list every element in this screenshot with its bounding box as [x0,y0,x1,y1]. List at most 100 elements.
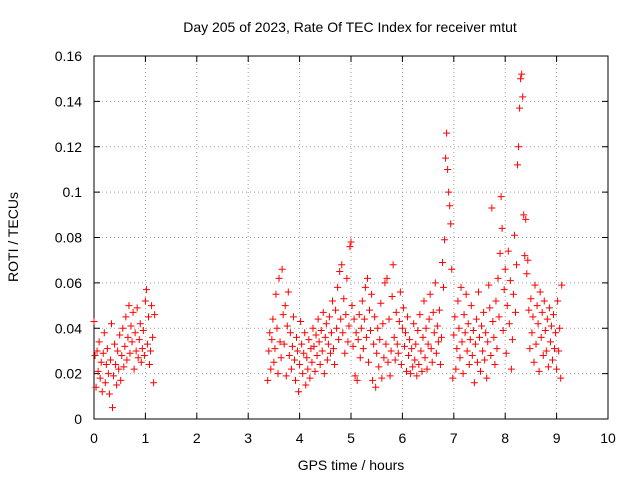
data-point [520,211,528,219]
data-point [274,370,282,378]
data-point [485,281,493,289]
data-point [369,376,377,384]
data-point [284,288,292,296]
data-point [478,322,486,330]
data-point [429,308,437,316]
data-point [443,129,451,137]
data-point [465,361,473,369]
data-point [550,311,558,319]
data-point [438,258,446,266]
data-point [524,256,532,264]
data-point [504,247,512,255]
data-point [349,342,357,350]
data-point [361,283,369,291]
data-point [396,288,404,296]
y-tick-label: 0.04 [55,320,82,336]
data-point [374,324,382,332]
data-point [507,365,515,373]
data-point [519,93,527,101]
data-point [325,313,333,321]
y-tick-label: 0.08 [55,230,82,246]
data-point [432,349,440,357]
data-point [481,356,489,364]
data-point [444,165,452,173]
data-point [95,338,103,346]
data-point [303,354,311,362]
data-point [264,376,272,384]
data-point [368,290,376,298]
data-point [544,363,552,371]
data-point [299,370,307,378]
data-point [366,306,374,314]
data-point [313,351,321,359]
data-point [321,333,329,341]
data-point [110,372,118,380]
data-point [545,304,553,312]
data-point [529,313,537,321]
data-point [422,324,430,332]
data-point [271,345,279,353]
data-point [146,361,154,369]
data-point [319,308,327,316]
data-point [350,315,358,323]
data-point [472,315,480,323]
data-point [351,372,359,380]
data-point [106,356,114,364]
data-point [289,313,297,321]
data-point [541,327,549,335]
data-point [373,349,381,357]
chart-title: Day 205 of 2023, Rate Of TEC Index for r… [183,19,517,35]
data-point [543,315,551,323]
data-point [557,374,565,382]
data-point [294,347,302,355]
x-tick-label: 3 [244,430,252,446]
data-point [93,347,101,355]
data-point [311,367,319,375]
data-point [322,320,330,328]
data-point [149,333,157,341]
data-point [317,327,325,335]
data-point [342,311,350,319]
data-point [125,302,133,310]
data-point [486,304,494,312]
data-point [528,329,536,337]
data-point [546,338,554,346]
data-point [408,345,416,353]
data-point [421,354,429,362]
data-point [456,354,464,362]
data-point [535,367,543,375]
data-point [555,347,563,355]
data-point [407,370,415,378]
x-tick-label: 2 [193,430,201,446]
data-point [370,340,378,348]
data-point [398,324,406,332]
data-point [382,340,390,348]
data-point [150,379,158,387]
data-point [363,274,371,282]
data-point [384,358,392,366]
data-point [411,356,419,364]
data-point [269,315,277,323]
data-point [517,75,525,83]
data-point [367,327,375,335]
data-point [537,333,545,341]
data-point [296,361,304,369]
x-tick-label: 9 [553,430,561,446]
data-point [388,292,396,300]
data-point [415,361,423,369]
data-point [94,367,102,375]
data-point [298,340,306,348]
data-point [521,252,529,260]
data-point [459,370,467,378]
data-point [498,224,506,232]
data-point [353,376,361,384]
y-tick-label: 0.14 [55,93,82,109]
data-point [536,288,544,296]
data-point [410,320,418,328]
data-point [539,351,547,359]
data-point [105,390,113,398]
data-point [312,331,320,339]
data-point [103,345,111,353]
data-point [510,231,518,239]
data-point [96,374,104,382]
